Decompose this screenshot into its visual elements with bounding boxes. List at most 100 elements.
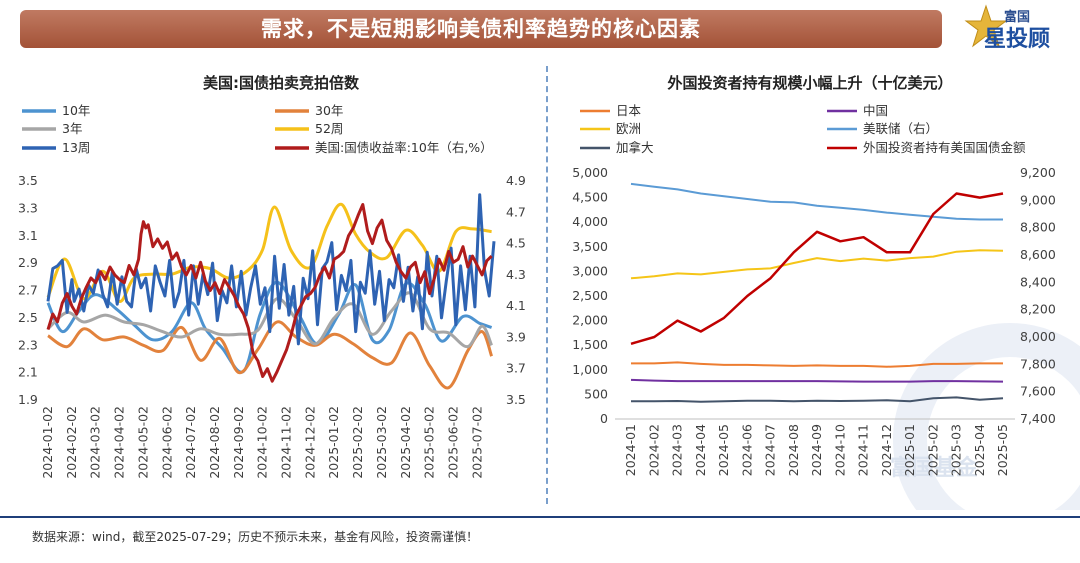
watermark-text: 富国基金 bbox=[890, 455, 979, 481]
x-tick-label: 2025-02-02 bbox=[350, 406, 365, 479]
legend-label: 30年 bbox=[315, 103, 343, 118]
left-chart-title: 美国:国债拍卖竞拍倍数 bbox=[203, 74, 360, 92]
y-right-tick-label: 9,200 bbox=[1020, 165, 1056, 180]
x-tick-label: 2024-08-02 bbox=[207, 406, 222, 479]
y-right-tick-label: 7,800 bbox=[1020, 356, 1056, 371]
y-right-tick-label: 8,400 bbox=[1020, 274, 1056, 289]
x-tick-label: 2025-03-02 bbox=[374, 406, 389, 479]
series-line bbox=[46, 203, 493, 383]
y-right-tick-label: 7,600 bbox=[1020, 384, 1056, 399]
x-tick-label: 2024-11-02 bbox=[279, 406, 294, 479]
y-right-tick-label: 4.3 bbox=[506, 267, 526, 282]
y-left-tick-label: 2.9 bbox=[18, 255, 38, 270]
y-right-tick-label: 8,800 bbox=[1020, 220, 1056, 235]
x-tick-label: 2024-07-02 bbox=[183, 406, 198, 479]
legend-label: 欧洲 bbox=[616, 121, 641, 136]
y-left-tick-label: 2.7 bbox=[18, 283, 38, 298]
banner-title: 需求，不是短期影响美债利率趋势的核心因素 bbox=[261, 17, 701, 41]
y-left-tick-label: 1,000 bbox=[572, 362, 608, 377]
x-tick-label: 2024-06-02 bbox=[159, 406, 174, 479]
x-tick-label: 2024-01-02 bbox=[40, 406, 55, 479]
x-tick-label: 2024-05-02 bbox=[135, 406, 150, 479]
y-left-tick-label: 1.9 bbox=[18, 392, 38, 407]
y-left-tick-label: 4,500 bbox=[572, 190, 608, 205]
legend-label: 中国 bbox=[863, 103, 888, 118]
y-left-tick-label: 5,000 bbox=[572, 165, 608, 180]
legend-label: 日本 bbox=[616, 103, 642, 118]
auction-bid-to-cover-chart: 美国:国债拍卖竞拍倍数 10年 30年 3年 52周 13周 美国:国债收益率:10年（右… bbox=[18, 74, 526, 479]
x-tick-label: 2024-01 bbox=[623, 424, 638, 476]
series-line bbox=[46, 193, 496, 346]
x-tick-label: 2024-05 bbox=[716, 424, 731, 476]
logo-main-text: 星投顾 bbox=[984, 27, 1050, 52]
series-line bbox=[47, 320, 494, 390]
y-left-tick-label: 3.5 bbox=[18, 173, 38, 188]
legend-label: 3年 bbox=[62, 121, 82, 136]
x-tick-label: 2024-02-02 bbox=[64, 406, 79, 479]
x-tick-label: 2025-01-02 bbox=[326, 406, 341, 479]
x-tick-label: 2025-03 bbox=[949, 424, 964, 476]
y-left-tick-label: 2.5 bbox=[18, 310, 38, 325]
legend-label: 52周 bbox=[315, 121, 343, 136]
left-chart-legend: 10年 30年 3年 52周 13周 美国:国债收益率:10年（右,%） bbox=[22, 103, 493, 155]
x-tick-label: 2025-05 bbox=[995, 424, 1010, 476]
logo-top-text: 富国 bbox=[1004, 9, 1030, 25]
x-tick-label: 2024-12-02 bbox=[302, 406, 317, 479]
y-right-tick-label: 8,200 bbox=[1020, 302, 1056, 317]
y-left-tick-label: 1,500 bbox=[572, 337, 608, 352]
x-tick-label: 2025-02 bbox=[925, 424, 940, 476]
y-left-tick-label: 3.1 bbox=[18, 228, 38, 243]
legend-label: 美联储（右） bbox=[863, 121, 938, 136]
y-right-tick-label: 4.7 bbox=[506, 204, 526, 219]
title-banner: 需求，不是短期影响美债利率趋势的核心因素 bbox=[20, 10, 942, 48]
left-chart-series bbox=[46, 193, 496, 390]
y-left-tick-label: 2.3 bbox=[18, 337, 38, 352]
y-right-tick-label: 9,000 bbox=[1020, 192, 1056, 207]
y-right-tick-label: 8,600 bbox=[1020, 247, 1056, 262]
x-tick-label: 2025-06-02 bbox=[446, 406, 461, 479]
x-tick-label: 2025-01 bbox=[902, 424, 917, 476]
right-chart-series bbox=[630, 182, 1004, 403]
x-tick-label: 2024-09-02 bbox=[231, 406, 246, 479]
y-right-tick-label: 3.9 bbox=[506, 329, 526, 344]
legend-label: 加拿大 bbox=[616, 140, 654, 155]
x-tick-label: 2025-04-02 bbox=[398, 406, 413, 479]
fund-watermark: 富国基金 bbox=[890, 323, 1080, 510]
y-left-tick-label: 3,500 bbox=[572, 239, 608, 254]
series-line bbox=[631, 361, 1003, 368]
x-tick-label: 2024-09 bbox=[809, 424, 824, 476]
y-left-tick-label: 2,000 bbox=[572, 313, 608, 328]
series-line bbox=[46, 202, 492, 303]
x-tick-label: 2024-12 bbox=[879, 424, 894, 476]
x-tick-label: 2024-10-02 bbox=[255, 406, 270, 479]
x-tick-label: 2025-04 bbox=[972, 424, 987, 476]
right-chart-title: 外国投资者持有规模小幅上升（十亿美元） bbox=[666, 74, 952, 92]
x-tick-label: 2024-11 bbox=[856, 424, 871, 476]
company-logo: 富国 星投顾 bbox=[964, 4, 1050, 52]
y-right-tick-label: 7,400 bbox=[1020, 411, 1056, 426]
y-left-tick-label: 0 bbox=[600, 411, 608, 426]
footer-rule bbox=[0, 516, 1080, 518]
x-tick-label: 2024-10 bbox=[832, 424, 847, 476]
star-icon bbox=[964, 4, 1008, 48]
y-right-tick-label: 3.7 bbox=[506, 361, 526, 376]
series-line bbox=[631, 396, 1004, 403]
y-left-tick-label: 3.3 bbox=[18, 200, 38, 215]
legend-label: 外国投资者持有美国国债金额 bbox=[863, 140, 1026, 155]
y-left-tick-label: 500 bbox=[584, 386, 608, 401]
left-chart-axes: 3.5 3.3 3.1 2.9 2.7 2.5 2.3 2.1 1.9 4.9 4.7 4.5 4.3 4… bbox=[18, 173, 526, 479]
x-tick-label: 2025-05-02 bbox=[422, 406, 437, 479]
y-left-tick-label: 4,000 bbox=[572, 214, 608, 229]
series-line bbox=[630, 192, 1004, 345]
y-right-tick-label: 4.5 bbox=[506, 236, 526, 251]
x-tick-label: 2024-03 bbox=[670, 424, 685, 476]
legend-label: 10年 bbox=[62, 103, 90, 118]
y-left-tick-label: 2,500 bbox=[572, 288, 608, 303]
panel-divider bbox=[546, 66, 548, 504]
y-right-tick-label: 4.9 bbox=[506, 173, 526, 188]
y-right-tick-label: 8,000 bbox=[1020, 329, 1056, 344]
y-left-tick-label: 2.1 bbox=[18, 365, 38, 380]
series-line bbox=[630, 182, 1003, 221]
